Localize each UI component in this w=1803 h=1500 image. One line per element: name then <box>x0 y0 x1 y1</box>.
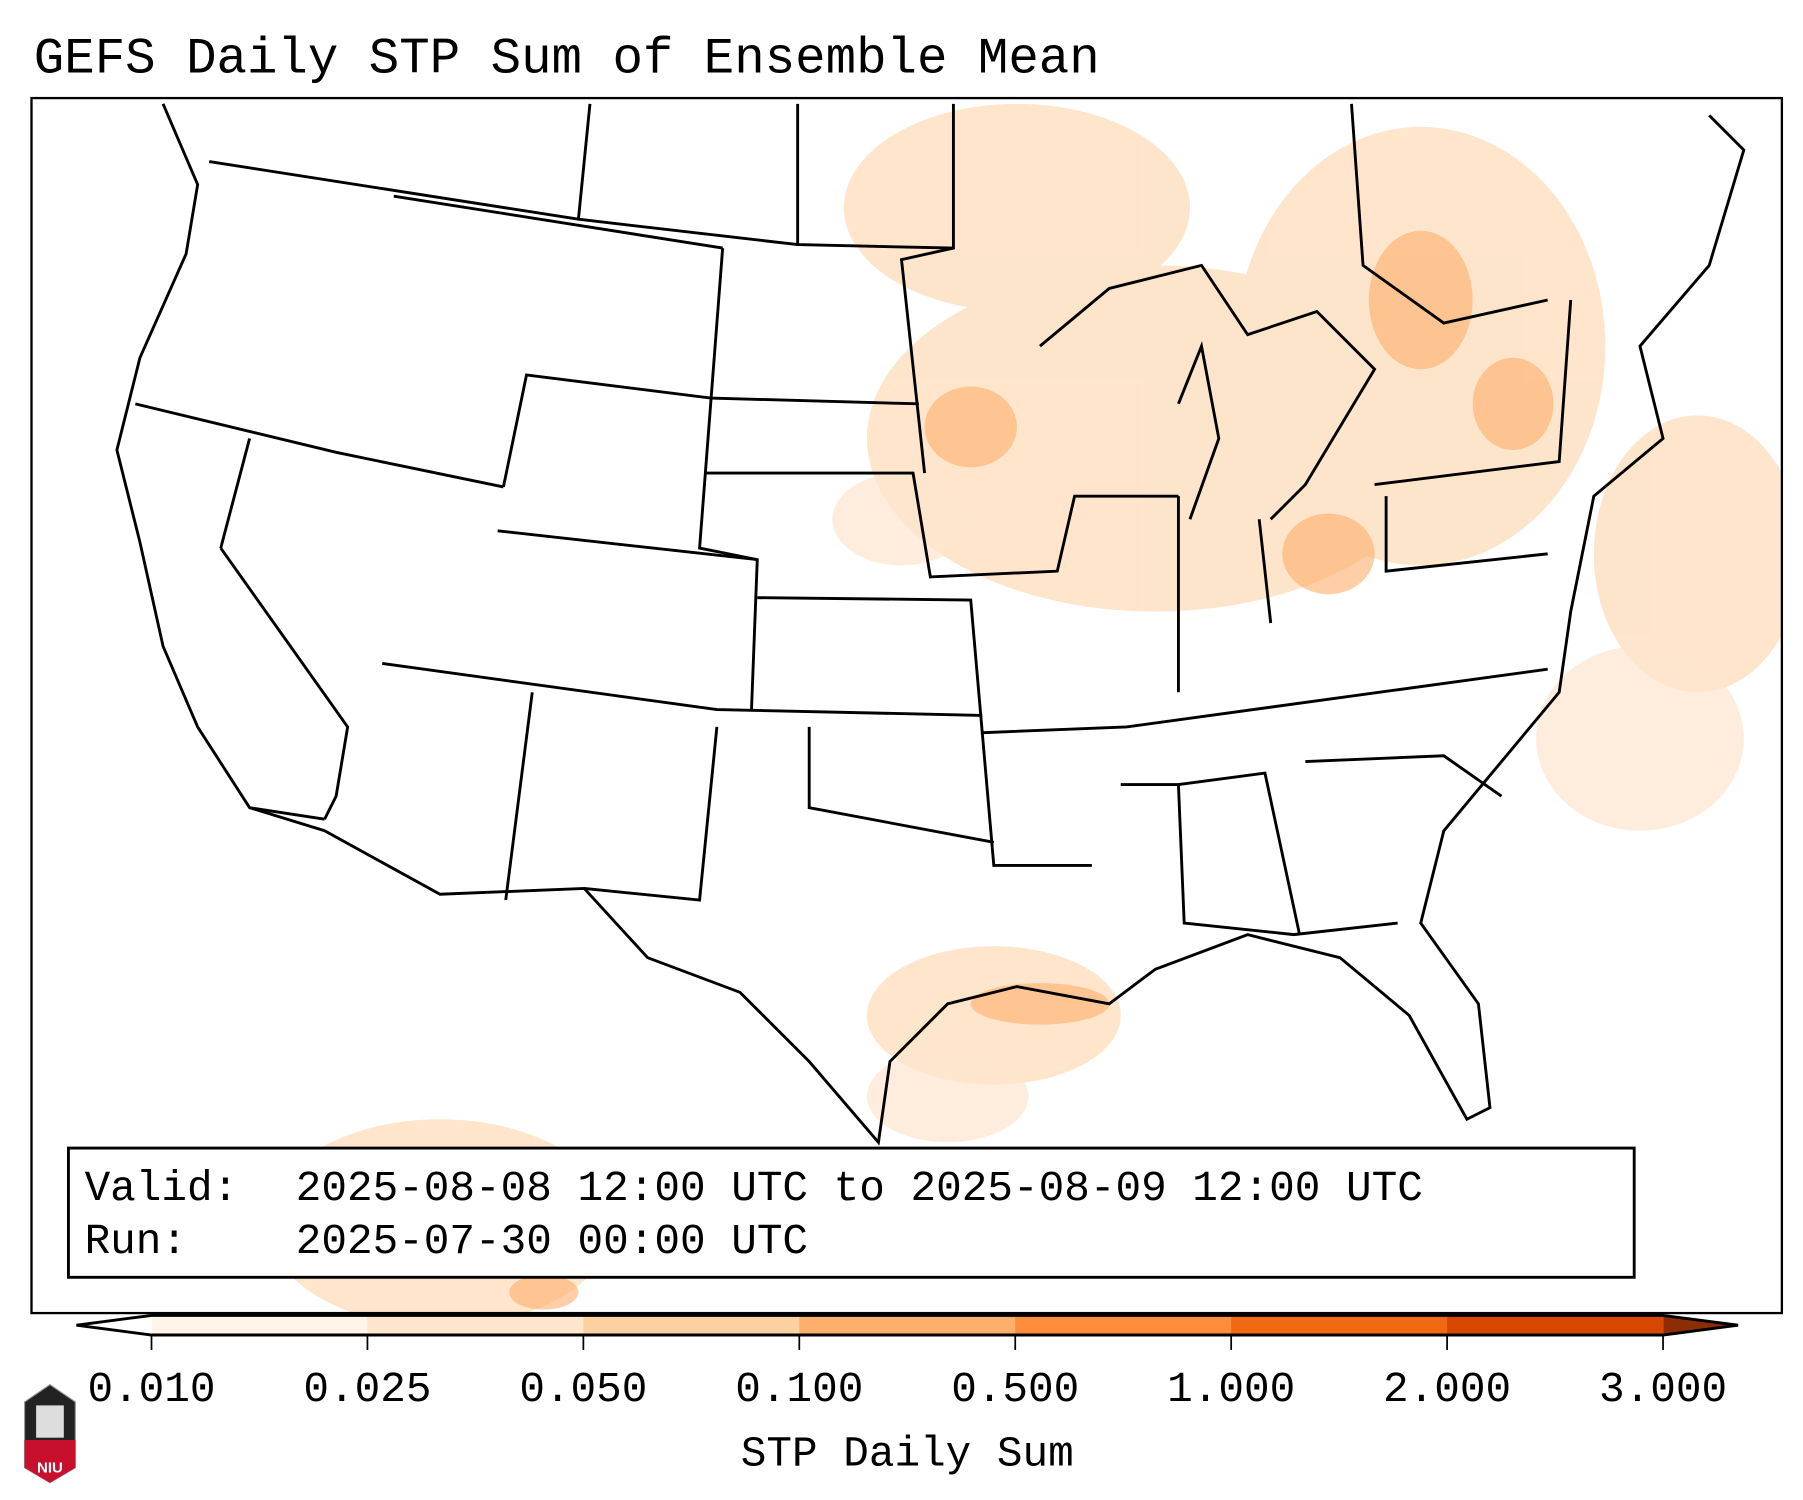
valid-label: Valid: <box>85 1164 239 1213</box>
colorbar-segment <box>367 1315 584 1335</box>
colorbar-tick-label: 0.025 <box>303 1365 431 1414</box>
colorbar-tick-label: 0.010 <box>87 1365 215 1414</box>
logo-text: NIU <box>37 1459 63 1476</box>
colorbar-segment <box>799 1315 1016 1335</box>
figure-title: GEFS Daily STP Sum of Ensemble Mean <box>34 32 1100 89</box>
colorbar-tick-label: 0.100 <box>735 1365 863 1414</box>
colorbar-under-extend <box>76 1315 152 1335</box>
colorbar-segment <box>1447 1315 1664 1335</box>
colorbar-over-extend <box>1663 1315 1739 1335</box>
colorbar-tick-label: 2.000 <box>1383 1365 1511 1414</box>
run-label: Run: <box>85 1217 187 1266</box>
colorbar-tick-label: 1.000 <box>1167 1365 1295 1414</box>
map-panel <box>30 96 1784 1315</box>
colorbar: 0.010 0.025 0.050 0.100 0.500 1.000 2.000 3.000 <box>76 1313 1739 1414</box>
valid-value: 2025-08-08 12:00 UTC to 2025-08-09 12:00… <box>296 1164 1423 1213</box>
niu-logo: NIU <box>23 1383 76 1484</box>
info-box: Valid: 2025-08-08 12:00 UTC to 2025-08-0… <box>66 1146 1636 1279</box>
colorbar-segment <box>583 1315 800 1335</box>
stp-shading <box>266 103 1782 1314</box>
map-outlines <box>115 103 1746 1146</box>
colorbar-segment <box>1015 1315 1232 1335</box>
colorbar-label: STP Daily Sum <box>741 1429 1074 1478</box>
colorbar-segment <box>1231 1315 1448 1335</box>
run-value: 2025-07-30 00:00 UTC <box>296 1217 808 1266</box>
colorbar-tick-label: 3.000 <box>1599 1365 1727 1414</box>
colorbar-tick-label: 0.050 <box>519 1365 647 1414</box>
colorbar-segment <box>151 1315 369 1335</box>
colorbar-tick-label: 0.500 <box>951 1365 1079 1414</box>
map-frame <box>30 96 1784 1315</box>
